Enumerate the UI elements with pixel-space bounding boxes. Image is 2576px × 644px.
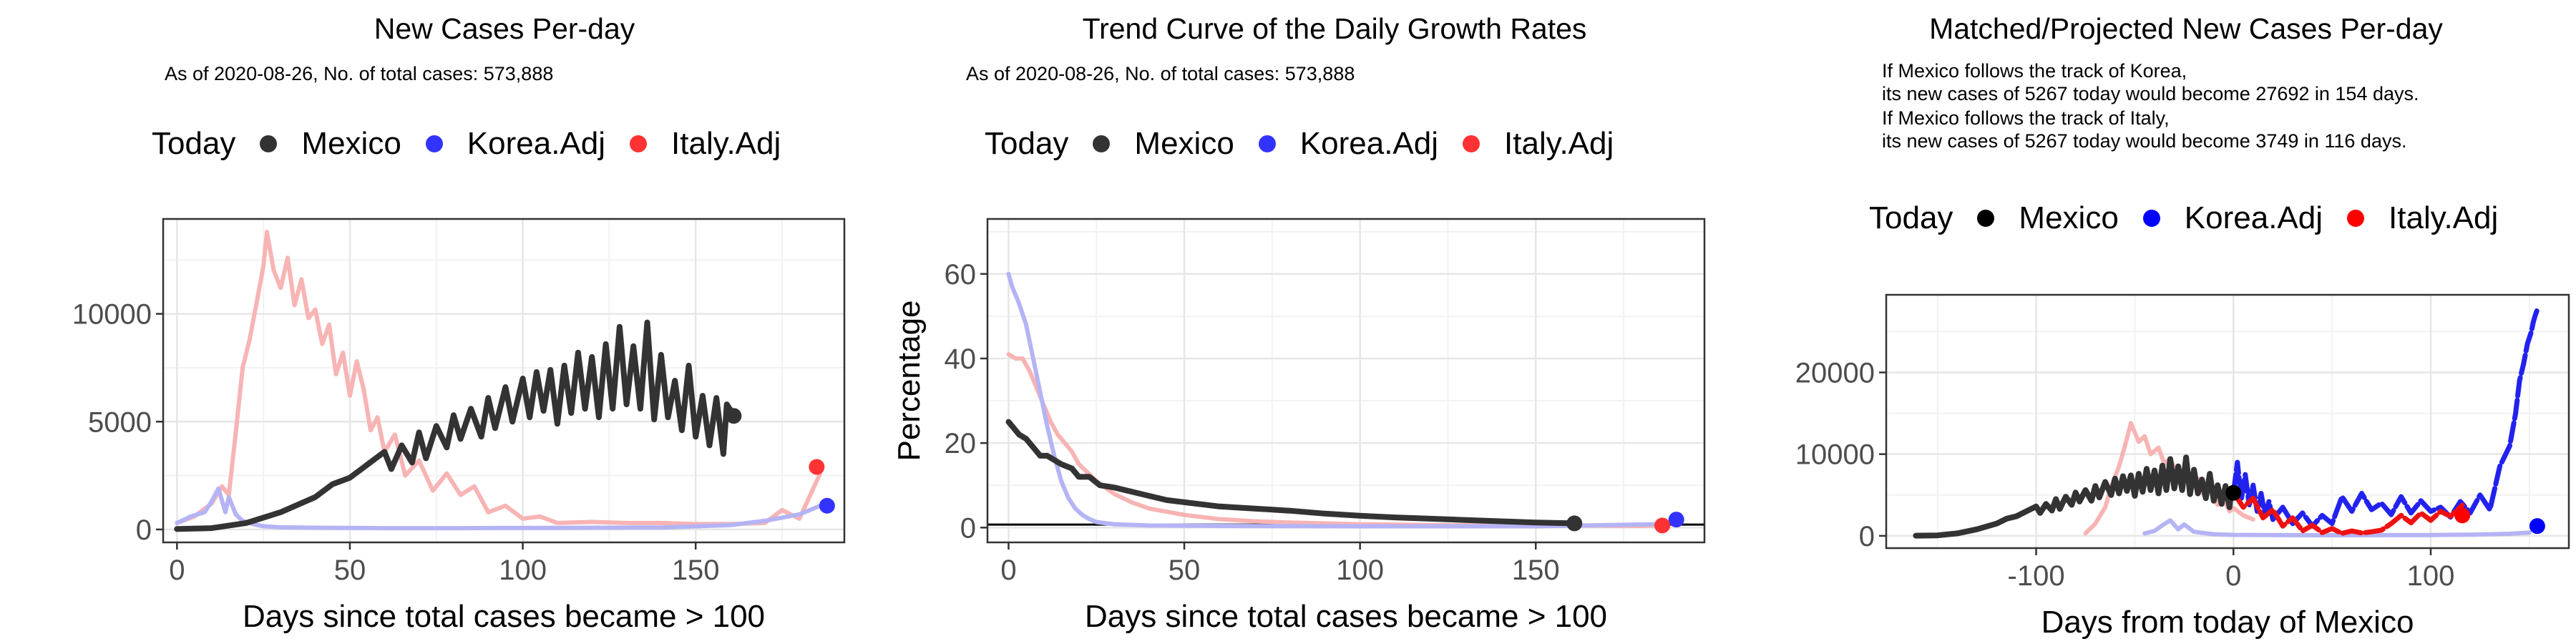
- legend-label-korea: Korea.Adj: [467, 126, 606, 161]
- x-tick-label: 0: [2225, 560, 2241, 592]
- plot-border: [1885, 293, 2570, 550]
- series-line-italy-adj: [175, 230, 823, 527]
- today-point-italy-adj: [809, 459, 825, 475]
- x-axis-label: Days since total cases became > 100: [243, 599, 765, 634]
- plot-border: [986, 218, 1706, 544]
- y-tick-label: 40: [945, 343, 977, 375]
- today-point-italy-adj: [2454, 507, 2471, 524]
- series-line-korea-adj: [175, 486, 823, 531]
- x-tick-label: 150: [1512, 555, 1560, 586]
- legend-title: Today: [152, 126, 236, 161]
- today-point-mexico: [1566, 515, 1583, 532]
- chart-1: 0 50 100 150 0 5000 10000 Days since total case…: [72, 218, 846, 634]
- legend: Today Mexico Korea.Adj Italy.Adj: [152, 126, 805, 162]
- y-tick-label: 10000: [72, 299, 152, 331]
- today-point-korea-adj: [1668, 512, 1684, 528]
- today-point-italy-adj: [1654, 517, 1671, 534]
- panel-new-cases: New Cases Per-day As of 2020-08-26, No. …: [0, 0, 859, 644]
- x-tick-label: 50: [334, 555, 366, 586]
- series-line-mexico: [1913, 454, 2237, 539]
- chart-2: 0 50 100 150 0 20 40 60 Days since total cases b…: [892, 218, 1706, 634]
- today-point-korea-adj: [2529, 518, 2545, 535]
- legend-key-mexico: [260, 135, 278, 152]
- x-tick-label: 100: [499, 555, 547, 586]
- x-tick-label: -100: [2008, 560, 2065, 592]
- x-tick-label: 150: [672, 555, 720, 586]
- today-point-korea-adj: [819, 497, 835, 514]
- y-axis-label: Percentage: [892, 300, 927, 461]
- x-axis-label: Days since total cases became > 100: [1085, 599, 1607, 634]
- series-line-korea-adj-projected: [2230, 307, 2540, 529]
- y-tick-label: 20000: [1795, 357, 1875, 389]
- x-tick-label: 100: [2407, 560, 2455, 592]
- chart-subtitle: As of 2020-08-26, No. of total cases: 57…: [165, 63, 554, 84]
- y-tick-label: 20: [945, 428, 977, 459]
- series-line-mexico: [1005, 419, 1578, 527]
- series-line-italy-adj: [1006, 352, 1658, 528]
- plot-border: [162, 218, 846, 544]
- x-tick-label: 50: [1169, 555, 1201, 586]
- legend-label-mexico: Mexico: [301, 126, 401, 161]
- series-line-mexico: [174, 319, 737, 532]
- x-axis-label: Days from today of Mexico: [2041, 605, 2414, 640]
- legend-label-italy: Italy.Adj: [671, 126, 781, 161]
- y-tick-label: 0: [1859, 521, 1875, 552]
- x-tick-label: 100: [1336, 555, 1384, 586]
- y-tick-label: 10000: [1795, 439, 1875, 471]
- y-tick-label: 60: [945, 259, 977, 291]
- y-tick-label: 5000: [88, 406, 152, 438]
- y-tick-label: 0: [960, 512, 976, 544]
- x-tick-label: 0: [1000, 555, 1016, 586]
- today-point-mexico: [726, 408, 742, 424]
- chart-title: New Cases Per-day: [374, 12, 635, 45]
- legend-key-italy: [630, 135, 648, 152]
- legend-key-korea: [425, 135, 443, 152]
- chart-3: -100 0 100 0 10000 20000 Days from today of Me…: [1795, 293, 2570, 640]
- today-point-mexico: [2225, 484, 2242, 501]
- series-line-korea-adj: [2142, 518, 2532, 537]
- y-tick-label: 0: [136, 514, 152, 546]
- series-line-korea-adj: [1006, 271, 1672, 529]
- series-line-italy-adj-projected: [2230, 490, 2465, 536]
- x-tick-label: 0: [169, 555, 185, 586]
